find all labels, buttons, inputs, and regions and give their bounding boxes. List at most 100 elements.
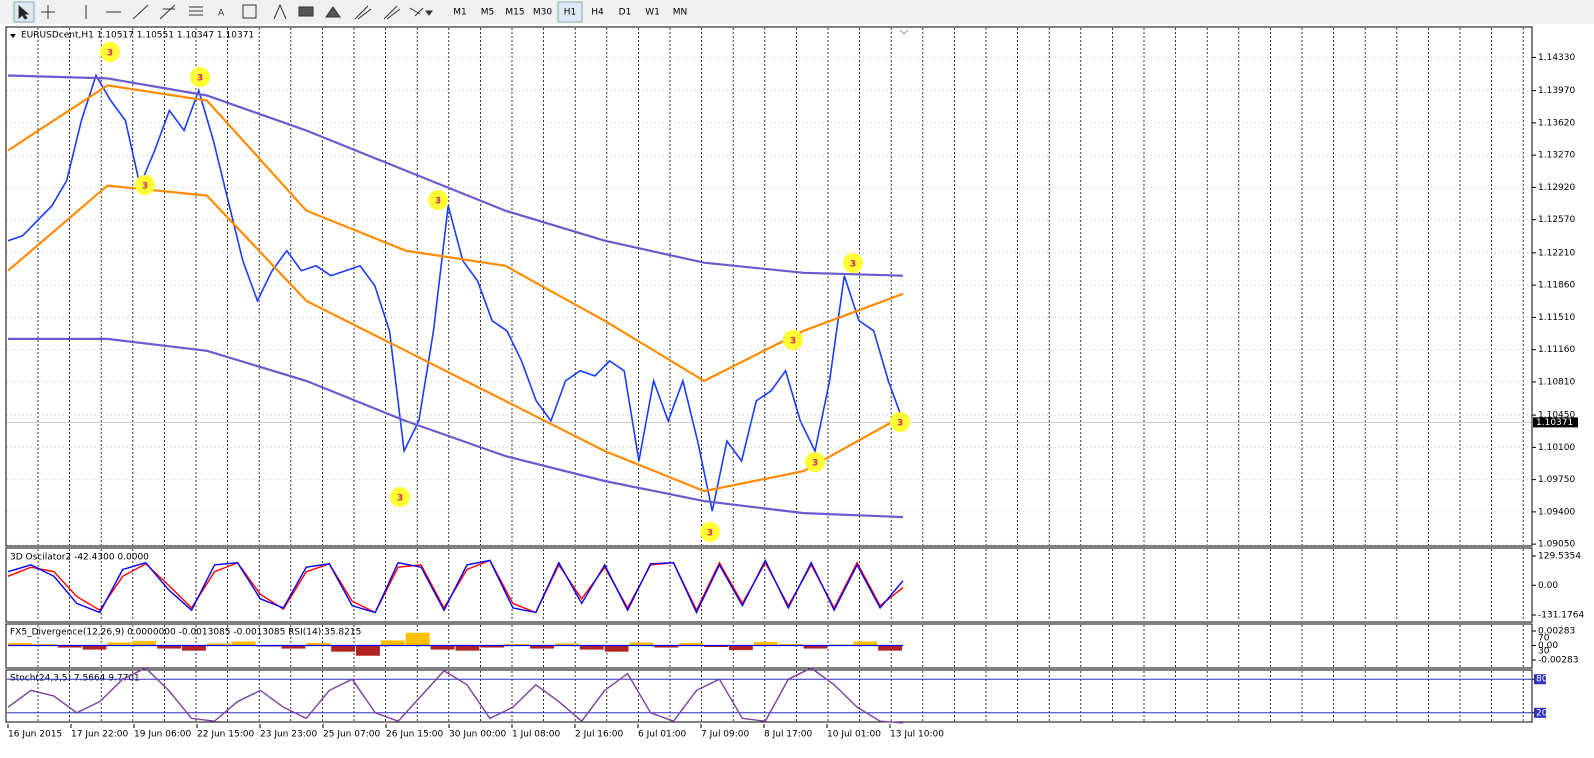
toolbar: [0, 0, 1594, 24]
timeframe-button[interactable]: M15: [505, 8, 524, 18]
wave-mark: [700, 522, 720, 542]
histogram-bar: [778, 643, 803, 646]
histogram-bar: [8, 642, 32, 646]
main-panel: [5, 26, 1533, 547]
series-line: [7, 73, 904, 512]
y-tick-label: 1.09400: [1538, 507, 1575, 517]
timeframe-button[interactable]: H4: [591, 8, 604, 18]
histogram-bar: [753, 641, 778, 646]
histogram-bar: [554, 643, 579, 646]
series-line: [7, 667, 904, 724]
y-tick-label: 1.11160: [1538, 345, 1575, 355]
wave-mark: [390, 487, 410, 507]
stoch-title: Stoch(24,3,5) 7.5664 9.7701: [10, 674, 140, 684]
osc-title: 3D Oscilator2 -42.4300 0.0000: [10, 553, 149, 563]
y-tick-label: 1.14330: [1538, 53, 1575, 63]
wave-mark-label: 3: [197, 74, 203, 84]
series-line: [7, 558, 904, 615]
y-tick-label: 1.12210: [1538, 248, 1575, 258]
timeframe-button[interactable]: MN: [673, 8, 688, 18]
wave-mark: [135, 175, 155, 195]
last-price-label: 1.10371: [1536, 418, 1573, 428]
wave-mark: [843, 253, 863, 273]
histogram-bar: [579, 645, 604, 650]
y-tick-label: 1.09050: [1538, 540, 1575, 550]
histogram-bar: [878, 645, 902, 651]
y-tick-label: 1.12570: [1538, 215, 1575, 225]
y-tick-label: 0.00: [1538, 641, 1558, 651]
symbol-info: EURUSDcent,H1 1.10517 1.10551 1.10347 1.…: [21, 31, 254, 41]
wave-mark-label: 3: [850, 260, 856, 270]
timeframe-button[interactable]: M5: [481, 8, 495, 18]
histogram-bar: [107, 642, 132, 646]
wave-mark-label: 3: [435, 197, 441, 207]
x-tick-label: 23 Jun 23:00: [260, 730, 317, 740]
tool-icons: A: [13, 1, 433, 23]
histogram-bar: [853, 641, 878, 646]
timeframe-button[interactable]: M1: [453, 8, 467, 18]
timeframe-button[interactable]: M30: [533, 8, 552, 18]
histogram-bar: [480, 645, 505, 648]
timeframe-button[interactable]: W1: [645, 8, 660, 18]
histogram-bar: [728, 645, 753, 651]
histogram-bar: [654, 645, 679, 648]
histogram-bar: [206, 643, 231, 646]
timeframe-button[interactable]: D1: [619, 8, 632, 18]
series-line: [7, 74, 904, 277]
y-tick-label: 129.5354: [1538, 552, 1581, 562]
y-tick-label: 1.09750: [1538, 475, 1575, 485]
x-tick-label: 30 Jun 00:00: [449, 730, 506, 740]
y-tick-label: 1.10810: [1538, 377, 1575, 387]
x-tick-label: 17 Jun 22:00: [71, 730, 128, 740]
histogram-bar: [803, 645, 828, 649]
x-tick-label: 2 Jul 16:00: [575, 730, 624, 740]
y-tick-label: -0.00283: [1538, 656, 1578, 666]
wave-mark: [190, 67, 210, 87]
last-price-box: [1533, 417, 1578, 428]
y-tick-label: 1.13970: [1538, 86, 1575, 96]
y-tick-label: 20: [1536, 708, 1548, 718]
x-tick-label: 25 Jun 07:00: [323, 730, 380, 740]
x-tick-label: 19 Jun 06:00: [134, 730, 191, 740]
histogram-bar: [281, 645, 306, 649]
svg-text:A: A: [218, 9, 225, 19]
wave-mark: [100, 42, 120, 62]
histogram-bar: [331, 645, 356, 652]
histogram-bar: [455, 645, 480, 651]
histogram-bar: [157, 645, 182, 649]
shift-marker: [899, 29, 909, 35]
div-title: FX5_Divergence(12,26,9) 0.0000000 -0.001…: [10, 628, 361, 638]
y-tick-label: 1.12920: [1538, 183, 1575, 193]
wave-mark-label: 3: [142, 182, 148, 192]
histogram-bar: [231, 641, 256, 646]
active-timeframe: [557, 1, 583, 23]
wave-mark-label: 3: [397, 494, 403, 504]
y-tick-label: 0.00: [1538, 581, 1558, 591]
histogram-bar: [32, 643, 57, 646]
x-tick-label: 10 Jul 01:00: [827, 730, 881, 740]
x-tick-label: 13 Jul 10:00: [890, 730, 944, 740]
y-tick-label: 1.10450: [1538, 411, 1575, 421]
x-tick-label: 22 Jun 15:00: [197, 730, 254, 740]
histogram-bar: [182, 645, 206, 651]
y-tick-label: 1.13270: [1538, 151, 1575, 161]
y-tick-label: -131.1764: [1538, 611, 1584, 621]
histogram-bar: [356, 645, 380, 656]
timeframe-button[interactable]: H1: [564, 8, 577, 18]
y-tick-label: 1.11510: [1538, 313, 1575, 323]
rsi-level: 70: [1538, 634, 1550, 644]
x-tick-label: 8 Jul 17:00: [764, 730, 813, 740]
histogram-bar: [306, 642, 331, 646]
histogram-bar: [629, 642, 654, 646]
histogram-bar: [704, 645, 728, 648]
wave-mark-label: 3: [790, 337, 796, 347]
histogram-bar: [430, 645, 455, 650]
wave-mark-label: 3: [897, 419, 903, 429]
chart-window: [0, 24, 1594, 758]
histogram-bar: [132, 640, 157, 646]
y-tick-label: 0.00283: [1538, 627, 1575, 637]
level-box: [1534, 707, 1546, 718]
histogram-bar: [57, 645, 82, 648]
histogram-bar: [530, 645, 554, 649]
x-tick-label: 16 Jun 2015: [8, 730, 62, 740]
